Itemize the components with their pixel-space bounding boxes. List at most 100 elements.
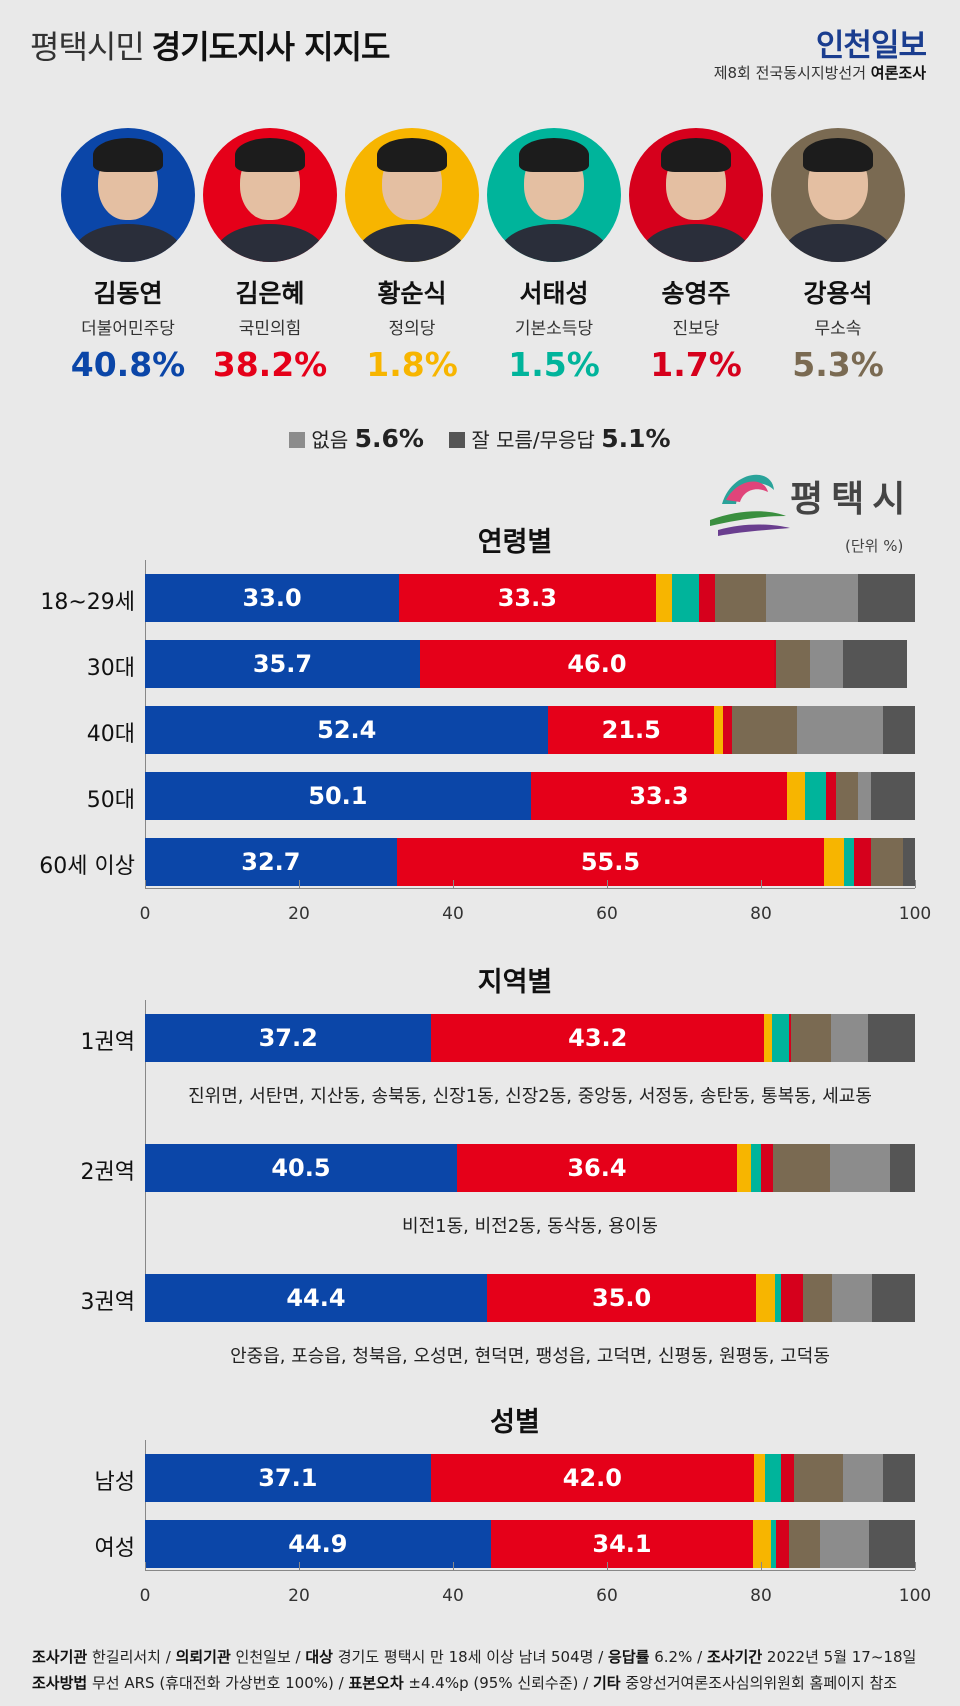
survey-subtitle: 제8회 전국동시지방선거 여론조사	[714, 62, 926, 83]
bar-segment	[871, 1274, 915, 1322]
photo-hair	[377, 138, 447, 172]
photo-hair	[519, 138, 589, 172]
bar-segment	[889, 1144, 915, 1192]
candidate-party: 정의당	[388, 319, 436, 339]
section-title-region: 지역별	[477, 967, 553, 998]
candidate-card: 강용석 무소속 5.3%	[768, 128, 908, 384]
x-tick-label: 0	[139, 904, 151, 924]
bar-segment	[655, 574, 673, 622]
photo-body	[73, 224, 183, 262]
footer-value: 경기도 평택시 만 18세 이상 남녀 504명	[332, 1648, 594, 1666]
bar-segment	[789, 1520, 821, 1568]
footer-value: 무선 ARS (휴대전화 가상번호 100%)	[87, 1674, 334, 1692]
footer-key: 표본오차	[348, 1674, 404, 1692]
bar-segment	[773, 1144, 831, 1192]
stacked-bar: 32.7 55.5	[145, 838, 915, 886]
survey-footer: 조사기관 한길리서치 / 의뢰기관 인천일보 / 대상 경기도 평택시 만 18…	[32, 1644, 916, 1696]
footer-key: 조사기관	[32, 1648, 88, 1666]
candidate-card: 김동연 더불어민주당 40.8%	[58, 128, 198, 384]
x-tick	[607, 880, 608, 888]
x-tick-label: 100	[898, 1586, 932, 1606]
data-label: 33.3	[497, 584, 557, 612]
data-label: 46.0	[567, 650, 627, 678]
bar-segment	[145, 772, 531, 820]
bar-segment	[871, 838, 903, 886]
bar-segment	[754, 1454, 765, 1502]
footer-separator: /	[692, 1648, 707, 1666]
category-label: 1권역	[80, 1030, 135, 1055]
candidate-party: 국민의힘	[238, 319, 302, 339]
photo-body	[499, 224, 609, 262]
bar-segment	[145, 1014, 432, 1062]
stacked-bar: 33.0 33.3	[145, 574, 915, 622]
title-bold-text: 경기도지사 지지도	[151, 28, 391, 66]
bar-segment	[145, 574, 400, 622]
bar-segment	[882, 706, 915, 754]
x-tick-label: 0	[139, 1586, 151, 1606]
bar-segment	[430, 1454, 755, 1502]
section-title-age: 연령별	[477, 527, 553, 558]
footer-value: 2022년 5월 17~18일	[762, 1648, 917, 1666]
bar-segment	[831, 1014, 869, 1062]
subline-light: 제8회 전국동시지방선거	[713, 64, 867, 82]
x-tick-label: 80	[750, 1586, 772, 1606]
footer-key: 응답률	[608, 1648, 650, 1666]
bar-segment	[145, 640, 420, 688]
footer-key: 조사방법	[32, 1674, 88, 1692]
bar-segment	[764, 1454, 781, 1502]
photo-hair	[803, 138, 873, 172]
stacked-bar: 44.9 34.1	[145, 1520, 915, 1568]
data-label: 33.0	[242, 584, 302, 612]
footer-value: ±4.4%p (95% 신뢰수준)	[403, 1674, 579, 1692]
x-tick-label: 80	[750, 904, 772, 924]
x-tick	[761, 880, 762, 888]
bar-segment	[902, 838, 915, 886]
bar-segment	[548, 706, 715, 754]
footer-separator: /	[160, 1648, 176, 1666]
x-tick-label: 60	[596, 1586, 618, 1606]
candidate-percent: 38.2%	[212, 345, 328, 384]
bar-segment	[776, 640, 810, 688]
footer-separator: /	[593, 1648, 609, 1666]
candidate-card: 황순식 정의당 1.8%	[342, 128, 482, 384]
bar-segment	[883, 1454, 915, 1502]
bar-segment	[530, 772, 788, 820]
brand-part1: 인천	[815, 28, 872, 64]
footer-value: 인천일보	[230, 1648, 291, 1666]
x-tick-label: 20	[288, 1586, 310, 1606]
bar-segment	[820, 1520, 869, 1568]
x-tick-label: 20	[288, 904, 310, 924]
candidate-party: 더불어민주당	[81, 319, 175, 339]
category-label: 2권역	[80, 1160, 135, 1185]
stacked-bar: 40.5 36.4	[145, 1144, 915, 1192]
photo-hair	[661, 138, 731, 172]
photo-hair	[93, 138, 163, 172]
bar-segment	[830, 1144, 890, 1192]
bar-segment	[490, 1520, 754, 1568]
footer-separator: /	[333, 1674, 349, 1692]
candidate-percent: 5.3%	[792, 345, 884, 384]
bar-segment	[802, 1274, 832, 1322]
bar-segment	[781, 1454, 795, 1502]
bar-segment	[843, 1454, 884, 1502]
bar-segment	[756, 1274, 775, 1322]
data-label: 37.2	[258, 1024, 318, 1052]
bar-segment	[672, 574, 699, 622]
stacked-bar: 35.7 46.0	[145, 640, 915, 688]
footer-key: 기타	[592, 1674, 621, 1692]
bar-segment	[714, 706, 724, 754]
bar-segment	[761, 1144, 774, 1192]
candidate-percent: 1.7%	[650, 345, 742, 384]
footer-key: 조사기간	[706, 1648, 763, 1666]
region-note: 진위면, 서탄면, 지산동, 송북동, 신장1동, 신장2동, 중앙동, 서정동…	[188, 1086, 872, 1107]
bar-segment	[737, 1144, 751, 1192]
photo-body	[783, 224, 893, 262]
stacked-bar: 37.1 42.0	[145, 1454, 915, 1502]
candidate-card: 김은혜 국민의힘 38.2%	[200, 128, 340, 384]
x-tick	[145, 1562, 146, 1570]
city-logo-text: 평택시	[790, 479, 914, 520]
bar-segment	[431, 1014, 765, 1062]
legend-swatch-none	[289, 432, 306, 448]
bar-segment	[787, 772, 805, 820]
candidate-name: 황순식	[377, 279, 447, 308]
